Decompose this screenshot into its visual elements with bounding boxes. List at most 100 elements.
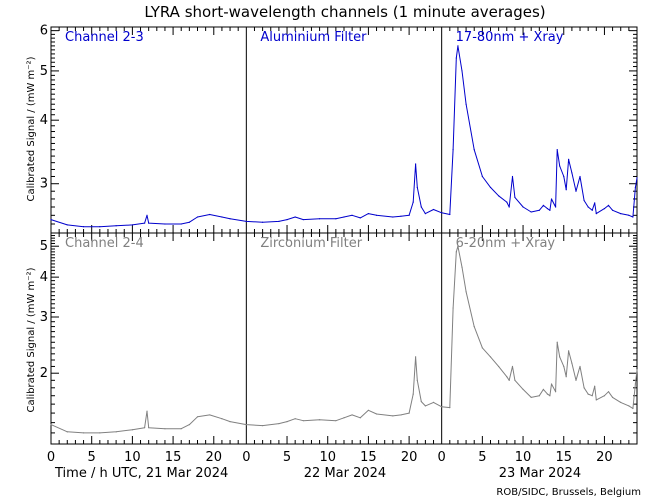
data-point-bottom <box>452 307 454 309</box>
data-point-bottom <box>595 399 597 401</box>
x-tick-label: 0 <box>47 450 55 465</box>
x-axis-label-day1: Time / h UTC, 21 Mar 2024 <box>54 466 228 481</box>
data-point-bottom <box>511 365 514 368</box>
x-tick-label: 10 <box>515 450 532 465</box>
data-point-top <box>452 149 454 151</box>
data-point-bottom <box>594 385 596 387</box>
data-point-bottom <box>514 379 516 381</box>
data-point-top <box>294 216 296 218</box>
data-point-bottom <box>400 414 402 416</box>
data-point-bottom <box>318 419 321 421</box>
data-point-top <box>611 209 614 211</box>
y-axis-label-top: Calibrated Signal / (mW m⁻²) <box>26 56 37 201</box>
data-point-bottom <box>611 396 614 398</box>
data-point-bottom <box>221 418 223 420</box>
data-point-top <box>555 206 557 208</box>
data-point-bottom <box>461 266 463 268</box>
data-point-bottom <box>481 347 483 349</box>
data-point-top <box>286 219 288 221</box>
data-point-bottom <box>420 400 422 403</box>
data-point-top <box>634 186 636 189</box>
data-point-top <box>542 204 545 206</box>
data-point-top <box>546 208 549 210</box>
data-point-bottom <box>522 388 524 390</box>
data-point-top <box>115 225 117 227</box>
data-point-top <box>563 175 565 178</box>
data-point-bottom <box>66 431 68 433</box>
data-point-top <box>636 177 638 179</box>
data-point-top <box>262 221 264 223</box>
data-point-bottom <box>565 376 567 378</box>
data-point-bottom <box>115 431 117 433</box>
panel-label-top-1: Channel 2-3 <box>65 30 144 45</box>
data-point-bottom <box>375 413 378 415</box>
data-point-bottom <box>530 396 532 398</box>
x-tick-label: 0 <box>242 450 250 465</box>
x-tick-label: 5 <box>283 450 291 465</box>
data-point-top <box>351 214 353 216</box>
data-point-bottom <box>441 406 443 408</box>
data-point-top <box>82 226 85 228</box>
data-point-bottom <box>424 405 426 407</box>
x-tick-label: 15 <box>555 450 572 465</box>
data-point-top <box>335 218 337 220</box>
x-tick-label: 20 <box>596 450 613 465</box>
data-point-top <box>131 224 133 226</box>
data-point-bottom <box>343 417 345 419</box>
panel-label-top-3: 17-80nm + Xray <box>456 30 564 45</box>
data-point-bottom <box>359 417 361 419</box>
data-point-bottom <box>579 365 581 368</box>
y-axis-label-bottom: Calibrated Signal / (mW m⁻²) <box>26 267 37 412</box>
plot-frame-bottom <box>50 232 638 445</box>
data-point-top <box>514 196 516 198</box>
data-point-bottom <box>351 414 353 416</box>
data-point-bottom <box>583 387 585 389</box>
data-point-top <box>506 201 508 203</box>
data-point-top <box>188 221 190 223</box>
data-point-top <box>441 212 443 214</box>
data-point-top <box>457 45 459 47</box>
x-tick-label: 20 <box>401 450 418 465</box>
data-point-top <box>375 214 378 216</box>
data-point-top <box>449 213 451 216</box>
data-point-top <box>461 70 463 72</box>
data-point-bottom <box>550 383 553 385</box>
data-point-bottom <box>563 365 565 368</box>
data-point-top <box>481 175 483 178</box>
data-point-bottom <box>455 251 457 253</box>
y-tick-label-top: 5 <box>40 64 48 79</box>
data-point-bottom <box>538 395 540 397</box>
data-point-bottom <box>188 424 190 426</box>
data-point-bottom <box>587 393 589 395</box>
data-point-top <box>538 209 540 211</box>
data-point-top <box>424 213 426 215</box>
data-point-bottom <box>302 420 304 422</box>
data-point-top <box>420 206 422 208</box>
data-point-top <box>164 223 166 225</box>
data-point-top <box>318 218 321 220</box>
panel-label-bottom-2: Zirconium Filter <box>260 236 362 251</box>
data-point-bottom <box>146 410 148 412</box>
series-line-top <box>50 45 638 228</box>
data-point-bottom <box>568 350 570 352</box>
data-point-top <box>489 186 492 189</box>
data-point-bottom <box>457 245 459 247</box>
data-point-top <box>148 222 150 224</box>
data-point-top <box>66 224 68 226</box>
data-point-top <box>511 175 514 178</box>
panel-label-bottom-1: Channel 2-4 <box>65 236 144 251</box>
data-point-bottom <box>489 356 492 358</box>
plot-frame-top <box>50 26 638 234</box>
x-tick-label: 15 <box>165 450 182 465</box>
data-point-bottom <box>99 432 101 434</box>
data-point-top <box>550 198 553 200</box>
data-point-bottom <box>449 407 451 409</box>
data-point-top <box>508 206 510 208</box>
y-tick-label-bottom: 2 <box>40 366 48 381</box>
data-point-bottom <box>591 395 593 397</box>
credit-text: ROB/SIDC, Brussels, Belgium <box>496 487 641 498</box>
y-tick-label-bottom: 3 <box>40 310 48 325</box>
data-point-top <box>209 213 211 216</box>
data-point-top <box>632 216 634 218</box>
data-point-top <box>595 213 597 215</box>
